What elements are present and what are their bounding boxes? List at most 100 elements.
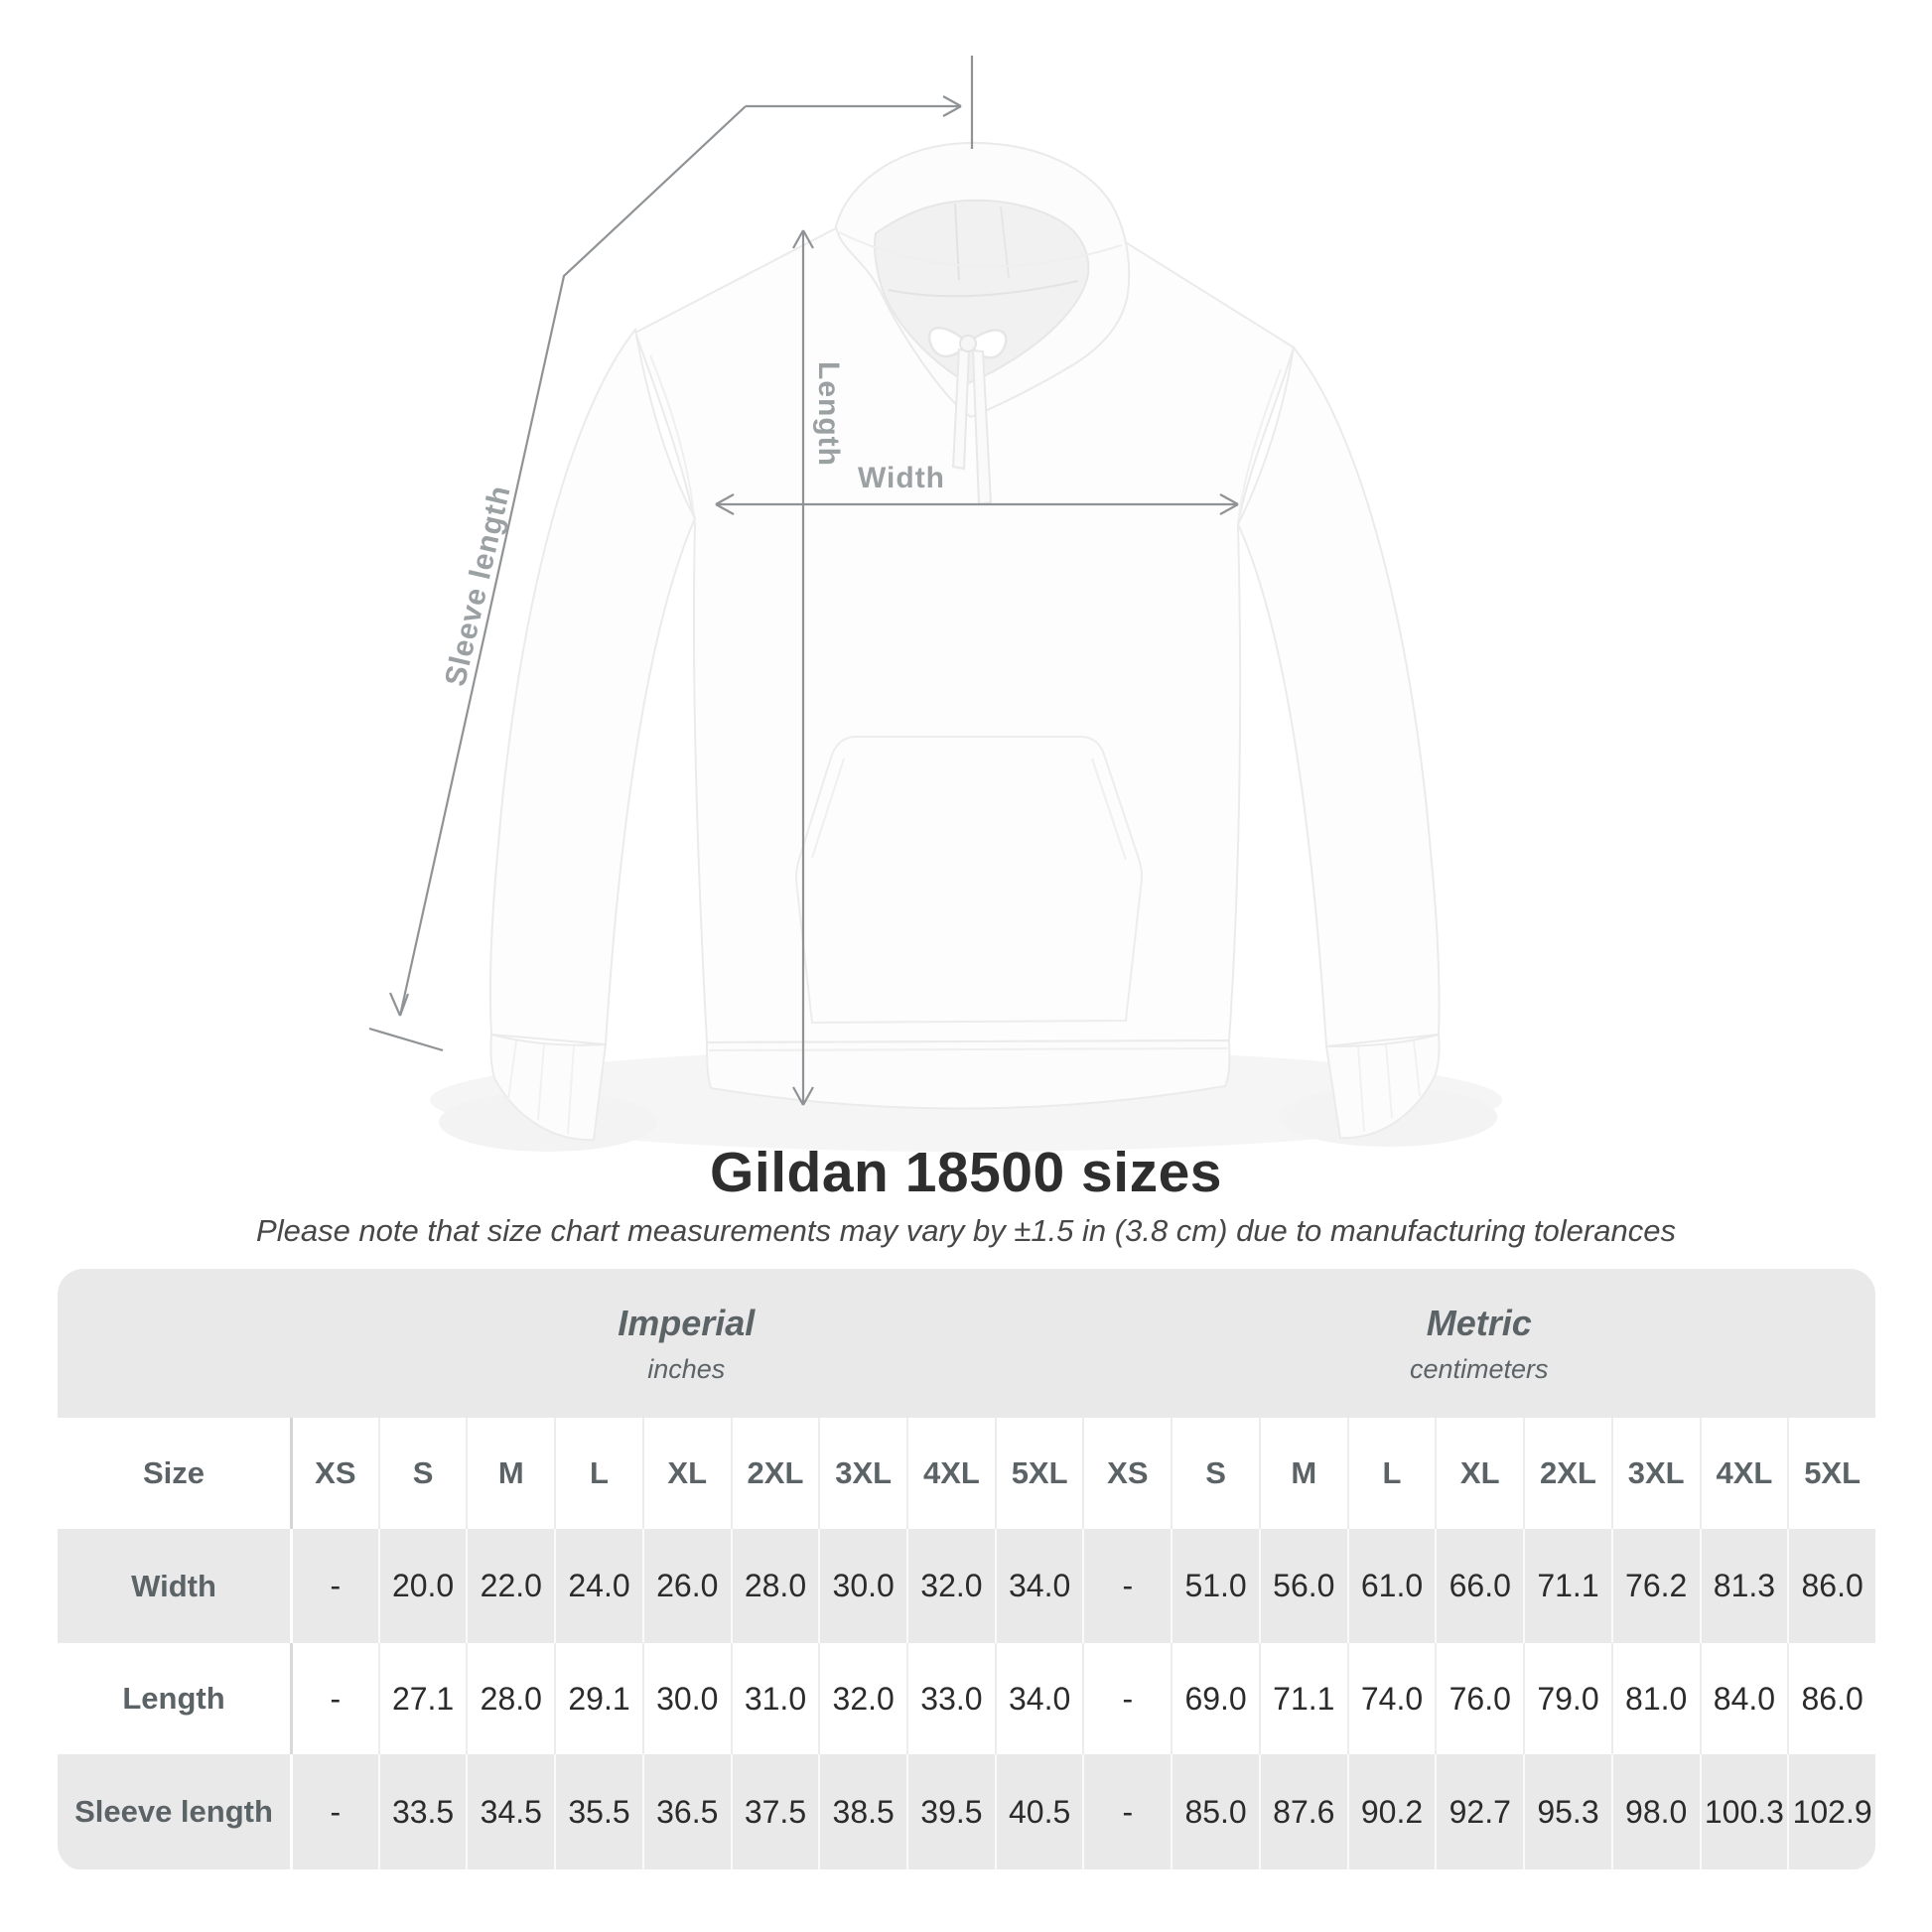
hood-seam <box>888 280 1079 298</box>
table-cell: 84.0 <box>1699 1643 1788 1754</box>
table-cell: 31.0 <box>730 1643 819 1754</box>
kangaroo-pocket <box>795 736 1143 1025</box>
size-header-metric-s: S <box>1171 1418 1259 1529</box>
size-header-imperial-3xl: 3XL <box>818 1418 906 1529</box>
table-cell: 33.0 <box>906 1643 995 1754</box>
table-cell: 35.5 <box>554 1754 642 1869</box>
row-label: Width <box>131 1568 216 1603</box>
size-header-metric-xs: XS <box>1082 1418 1171 1529</box>
size-header-imperial-2xl: 2XL <box>730 1418 819 1529</box>
table-cell: 85.0 <box>1171 1754 1259 1869</box>
table-cell: 27.1 <box>377 1643 467 1754</box>
hoodie-measurement-diagram <box>368 56 1497 1152</box>
size-header-imperial-m: M <box>466 1418 554 1529</box>
table-cell: 34.5 <box>466 1754 554 1869</box>
length-arrowhead-bottom <box>792 1086 814 1106</box>
size-header-metric-2xl: 2XL <box>1523 1418 1611 1529</box>
left-cuff-ribs <box>507 1039 575 1135</box>
collar-seam <box>838 231 1123 268</box>
imperial-unit: inches <box>647 1353 726 1384</box>
table-cell: 32.0 <box>906 1529 995 1643</box>
armhole-seam-left <box>649 354 696 524</box>
length-arrowhead-top <box>792 229 814 249</box>
table-cell: 29.1 <box>554 1643 642 1754</box>
table-cell: 30.0 <box>818 1529 906 1643</box>
table-cell: 51.0 <box>1171 1529 1259 1643</box>
size-header-metric-4xl: 4XL <box>1699 1418 1788 1529</box>
sleeve-arrowhead-right <box>942 95 962 117</box>
table-cell: 86.0 <box>1787 1529 1875 1643</box>
table-cell: 28.0 <box>730 1529 819 1643</box>
table-cell: 39.5 <box>906 1754 995 1869</box>
unit-header-band: Imperial inches Metric centimeters <box>58 1269 1875 1418</box>
table-cell: 28.0 <box>466 1643 554 1754</box>
metric-header: Metric centimeters <box>1083 1269 1876 1418</box>
table-cell: 26.0 <box>641 1529 731 1643</box>
table-cell: 79.0 <box>1523 1643 1611 1754</box>
size-header-row: Size XS S M L XL 2XL 3XL 4XL 5XL XS S M L XL 2XL 3XL 4XL… <box>58 1418 1875 1529</box>
table-cell: 30.0 <box>641 1643 731 1754</box>
drawstring-bow <box>928 326 1008 506</box>
width-arrowhead-left <box>715 493 735 515</box>
table-cell: - <box>290 1754 378 1869</box>
table-cell: 76.0 <box>1435 1643 1523 1754</box>
table-cell: 66.0 <box>1435 1529 1523 1643</box>
table-cell: 76.2 <box>1610 1529 1700 1643</box>
size-header-imperial-xs: XS <box>290 1418 378 1529</box>
table-cell: 22.0 <box>466 1529 554 1643</box>
size-header-imperial-xl: XL <box>641 1418 731 1529</box>
sleeve-diagonal-line <box>398 105 747 1017</box>
imperial-header: Imperial inches <box>290 1269 1083 1418</box>
pocket-seam-left <box>811 758 845 859</box>
row-label: Sleeve length <box>74 1794 273 1829</box>
armhole-seam-right <box>1237 368 1282 525</box>
tolerance-note: Please note that size chart measurements… <box>256 1213 1676 1248</box>
size-header-metric-xl: XL <box>1435 1418 1523 1529</box>
right-cuff-ribs <box>1357 1039 1421 1133</box>
table-cell: 24.0 <box>554 1529 642 1643</box>
hem-seam <box>708 1047 1228 1051</box>
size-header-metric-m: M <box>1258 1418 1347 1529</box>
size-table: Imperial inches Metric centimeters Size … <box>58 1269 1875 1870</box>
sleeve-bottom-tick <box>368 1027 444 1052</box>
table-cell: 102.9 <box>1787 1754 1875 1869</box>
size-header-imperial-4xl: 4XL <box>906 1418 995 1529</box>
table-cell: 61.0 <box>1346 1529 1436 1643</box>
table-cell: 98.0 <box>1610 1754 1700 1869</box>
table-cell: 81.0 <box>1610 1643 1700 1754</box>
size-header-imperial-5xl: 5XL <box>994 1418 1083 1529</box>
hood-crease-1 <box>954 203 960 281</box>
table-cell: 90.2 <box>1346 1754 1436 1869</box>
table-cell: 81.3 <box>1699 1529 1788 1643</box>
table-cell: - <box>290 1529 378 1643</box>
size-header-metric-l: L <box>1346 1418 1436 1529</box>
size-header-metric-3xl: 3XL <box>1610 1418 1700 1529</box>
table-cell: 71.1 <box>1523 1529 1611 1643</box>
sleeve-arrowhead-bottom <box>388 992 410 1017</box>
table-cell: 20.0 <box>377 1529 467 1643</box>
table-cell: 38.5 <box>818 1754 906 1869</box>
sleeve-length-row: Sleeve length -33.5 34.5 35.5 36.5 37.5 38.5 39… <box>58 1754 1875 1869</box>
imperial-title: Imperial <box>618 1302 756 1343</box>
metric-title: Metric <box>1426 1302 1532 1343</box>
table-cell: 36.5 <box>641 1754 731 1869</box>
table-cell: 92.7 <box>1435 1754 1523 1869</box>
table-cell: 100.3 <box>1699 1754 1788 1869</box>
measurement-arrows <box>368 56 1239 1106</box>
length-row: Length -27.1 28.0 29.1 30.0 31.0 32.0 33.0 34.0-… <box>58 1643 1875 1754</box>
table-cell: 33.5 <box>377 1754 467 1869</box>
table-cell: 40.5 <box>994 1754 1083 1869</box>
table-cell: - <box>1082 1529 1171 1643</box>
left-cuff <box>489 1033 608 1142</box>
right-cuff <box>1324 1033 1441 1140</box>
width-measure-label: Width <box>857 462 946 494</box>
table-cell: 56.0 <box>1258 1529 1347 1643</box>
hoodie-hem-band <box>705 1038 1231 1110</box>
size-header-imperial-l: L <box>554 1418 642 1529</box>
size-header-imperial-s: S <box>377 1418 467 1529</box>
width-arrowhead-right <box>1219 493 1239 515</box>
right-sleeve <box>1236 345 1441 1048</box>
size-column-header: Size <box>142 1455 206 1490</box>
table-cell: - <box>1082 1754 1171 1869</box>
